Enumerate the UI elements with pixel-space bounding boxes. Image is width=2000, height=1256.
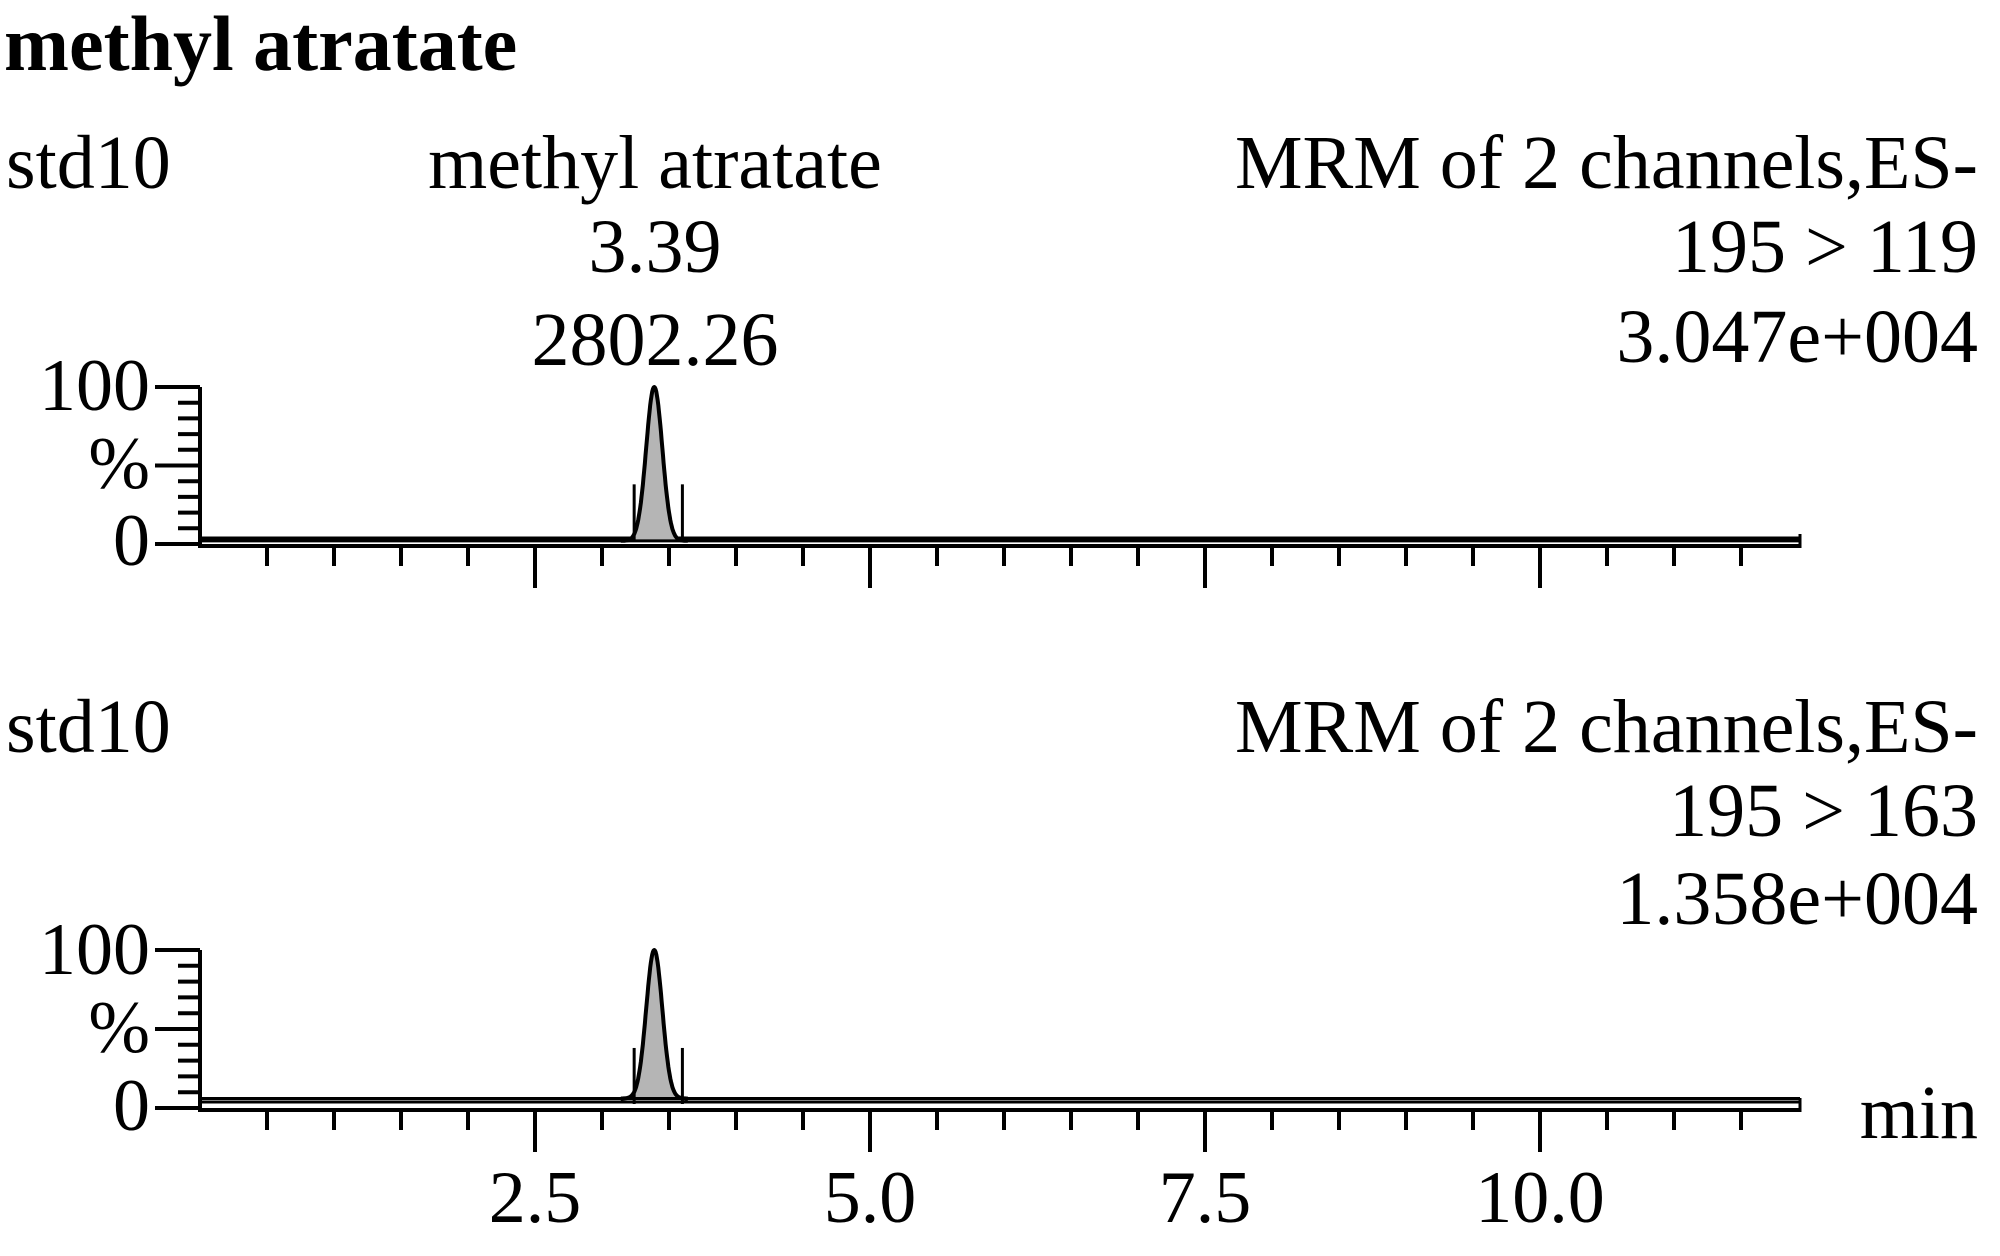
panel-1-peak-rt: 3.39	[589, 205, 722, 289]
panel-2-peak-trace	[619, 948, 690, 1101]
panel-1-sample: std10	[6, 121, 171, 205]
panel-2-peak-fill	[620, 950, 688, 1099]
panel-1-transition: 195 > 119	[1672, 205, 1978, 289]
panel-1-peak-area: 2802.26	[532, 298, 779, 382]
panel-1-ytick-0: 0	[113, 500, 150, 582]
panel-2: std10 MRM of 2 channels,ES- 195 > 163 1.…	[6, 685, 1978, 1239]
panel-1-ytick-100: 100	[39, 345, 150, 427]
panel-1-compound-label: methyl atratate	[428, 121, 882, 205]
x-axis-unit: min	[1860, 1071, 1978, 1155]
panel-2-transition: 195 > 163	[1669, 769, 1978, 853]
panel-2-ytick-0: 0	[113, 1065, 150, 1147]
panel-2-max-intensity: 1.358e+004	[1616, 857, 1978, 941]
panel-2-header: MRM of 2 channels,ES-	[1235, 685, 1978, 769]
panel-1-max-intensity: 3.047e+004	[1616, 295, 1978, 379]
panel-1-peak-trace	[619, 385, 690, 543]
panel-2-ytick-100: 100	[39, 909, 150, 991]
x-tick-label: 5.0	[824, 1157, 917, 1239]
figure-title: methyl atratate	[4, 0, 517, 87]
panel-2-ytick-percent: %	[88, 987, 150, 1069]
panel-2-sample: std10	[6, 685, 171, 769]
panel-2-plot	[155, 948, 1802, 1152]
x-tick-label: 7.5	[1159, 1157, 1252, 1239]
x-tick-labels: 2.5 5.0 7.5 10.0	[489, 1157, 1605, 1239]
x-tick-label: 10.0	[1475, 1157, 1605, 1239]
panel-1-header: MRM of 2 channels,ES-	[1235, 121, 1978, 205]
panel-1-peak-fill	[620, 387, 688, 541]
panel-1: std10 methyl atratate 3.39 2802.26 MRM o…	[6, 121, 1978, 588]
panel-1-ytick-percent: %	[88, 423, 150, 505]
panel-1-plot	[155, 385, 1802, 588]
x-tick-label: 2.5	[489, 1157, 582, 1239]
